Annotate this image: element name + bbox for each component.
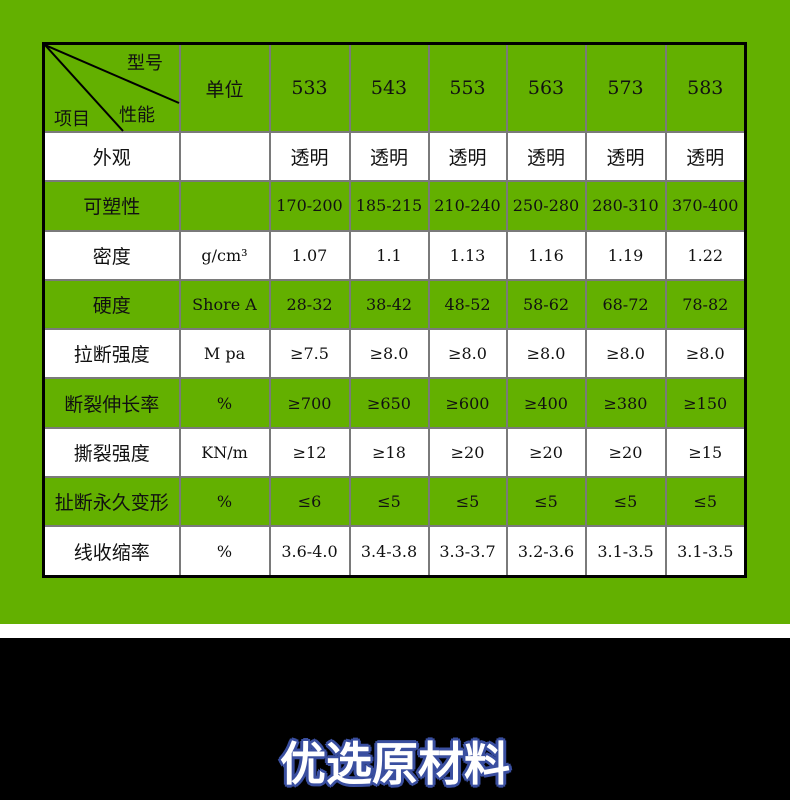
row-label: 拉断强度 xyxy=(42,328,181,380)
row-value: 250-280 xyxy=(505,180,587,232)
row-value: 78-82 xyxy=(664,278,747,331)
row-value: ≥8.0 xyxy=(427,328,508,380)
header-model: 583 xyxy=(664,42,747,133)
header-model: 543 xyxy=(348,42,430,133)
row-unit: M pa xyxy=(178,328,271,380)
row-value: 185-215 xyxy=(348,180,430,232)
row-value: ≥8.0 xyxy=(584,328,667,380)
row-unit xyxy=(178,180,271,232)
row-value: ≤5 xyxy=(427,475,508,528)
row-value: 透明 xyxy=(268,130,351,183)
row-value: ≥12 xyxy=(268,426,351,478)
row-value: ≥20 xyxy=(427,426,508,478)
row-value: 1.22 xyxy=(664,229,747,281)
table-row: 线收缩率% 3.6-4.0 3.4-3.8 3.3-3.7 3.2-3.6 3.1-3.5… xyxy=(42,525,747,578)
row-label: 硬度 xyxy=(42,278,181,331)
table-row: 扯断永久变形% ≤6 ≤5 ≤5 ≤5 ≤5 ≤5 xyxy=(42,475,747,528)
corner-cell: 型号 性能 项目 xyxy=(42,42,181,133)
row-unit: % xyxy=(178,525,271,578)
table-row: 外观 透明 透明 透明 透明 透明 透明 xyxy=(42,130,747,183)
row-value: 3.6-4.0 xyxy=(268,525,351,578)
row-value: 透明 xyxy=(427,130,508,183)
row-value: 透明 xyxy=(664,130,747,183)
row-unit xyxy=(178,130,271,183)
row-value: ≤5 xyxy=(505,475,587,528)
header-model: 563 xyxy=(505,42,587,133)
table-row: 撕裂强度 KN/m ≥12 ≥18 ≥20 ≥20 ≥20 ≥15 xyxy=(42,426,747,478)
row-value: 透明 xyxy=(584,130,667,183)
row-unit: % xyxy=(178,475,271,528)
row-value: ≤5 xyxy=(348,475,430,528)
row-value: ≤6 xyxy=(268,475,351,528)
row-value: ≤5 xyxy=(584,475,667,528)
row-unit: % xyxy=(178,377,271,429)
row-value: 370-400 xyxy=(664,180,747,232)
row-value: 1.13 xyxy=(427,229,508,281)
row-value: ≥8.0 xyxy=(664,328,747,380)
row-value: ≥150 xyxy=(664,377,747,429)
corner-property-label: 性能 xyxy=(119,105,155,126)
row-value: 38-42 xyxy=(348,278,430,331)
row-value: ≥650 xyxy=(348,377,430,429)
row-label: 线收缩率 xyxy=(42,525,181,578)
row-value: 28-32 xyxy=(268,278,351,331)
table-row: 硬度 Shore A 28-32 38-42 48-52 58-62 68-72 78-82 xyxy=(42,278,747,331)
row-value: 210-240 xyxy=(427,180,508,232)
row-value: 3.3-3.7 xyxy=(427,525,508,578)
spec-table: 型号 性能 项目 单位 533 543 553 563 573 583 外观 透明 透明 透明透… xyxy=(42,42,747,578)
row-unit: Shore A xyxy=(178,278,271,331)
row-value: 3.1-3.5 xyxy=(664,525,747,578)
header-model: 553 xyxy=(427,42,508,133)
header-unit: 单位 xyxy=(178,42,271,133)
row-value: 280-310 xyxy=(584,180,667,232)
row-value: ≥8.0 xyxy=(348,328,430,380)
row-value: 68-72 xyxy=(584,278,667,331)
corner-model-label: 型号 xyxy=(127,53,163,74)
row-value: 1.16 xyxy=(505,229,587,281)
divider-strip xyxy=(0,624,790,638)
row-unit: KN/m xyxy=(178,426,271,478)
row-value: ≥700 xyxy=(268,377,351,429)
corner-item-label: 项目 xyxy=(54,109,90,130)
row-label: 断裂伸长率 xyxy=(42,377,181,429)
table-row: 断裂伸长率% ≥700 ≥650 ≥600 ≥400 ≥380 ≥150 xyxy=(42,377,747,429)
row-value: ≥380 xyxy=(584,377,667,429)
row-value: 170-200 xyxy=(268,180,351,232)
row-value: 58-62 xyxy=(505,278,587,331)
row-label: 外观 xyxy=(42,130,181,183)
row-value: ≥600 xyxy=(427,377,508,429)
row-label: 撕裂强度 xyxy=(42,426,181,478)
row-value: 3.1-3.5 xyxy=(584,525,667,578)
row-value: 透明 xyxy=(348,130,430,183)
row-value: ≥18 xyxy=(348,426,430,478)
table-row: 密度 g/cm³ 1.07 1.1 1.13 1.16 1.19 1.22 xyxy=(42,229,747,281)
row-value: ≥20 xyxy=(505,426,587,478)
row-value: ≥20 xyxy=(584,426,667,478)
row-value: ≤5 xyxy=(664,475,747,528)
row-value: ≥7.5 xyxy=(268,328,351,380)
row-label: 可塑性 xyxy=(42,180,181,232)
header-model: 533 xyxy=(268,42,351,133)
table-header-row: 型号 性能 项目 单位 533 543 553 563 573 583 xyxy=(42,42,747,133)
black-section xyxy=(0,638,790,800)
row-value: 透明 xyxy=(505,130,587,183)
row-value: ≥8.0 xyxy=(505,328,587,380)
row-value: ≥15 xyxy=(664,426,747,478)
header-model: 573 xyxy=(584,42,667,133)
row-label: 扯断永久变形 xyxy=(42,475,181,528)
row-value: 1.1 xyxy=(348,229,430,281)
table-row: 可塑性 170-200 185-215 210-240 250-280 280-310 37… xyxy=(42,180,747,232)
row-label: 密度 xyxy=(42,229,181,281)
table-row: 拉断强度 M pa ≥7.5 ≥8.0 ≥8.0 ≥8.0 ≥8.0 ≥8.0 xyxy=(42,328,747,380)
row-value: 1.19 xyxy=(584,229,667,281)
row-value: 3.4-3.8 xyxy=(348,525,430,578)
row-value: 48-52 xyxy=(427,278,508,331)
row-value: 1.07 xyxy=(268,229,351,281)
section-title: 优选原材料 xyxy=(280,737,510,791)
row-value: ≥400 xyxy=(505,377,587,429)
row-value: 3.2-3.6 xyxy=(505,525,587,578)
row-unit: g/cm³ xyxy=(178,229,271,281)
diagonal-lines xyxy=(45,45,180,132)
